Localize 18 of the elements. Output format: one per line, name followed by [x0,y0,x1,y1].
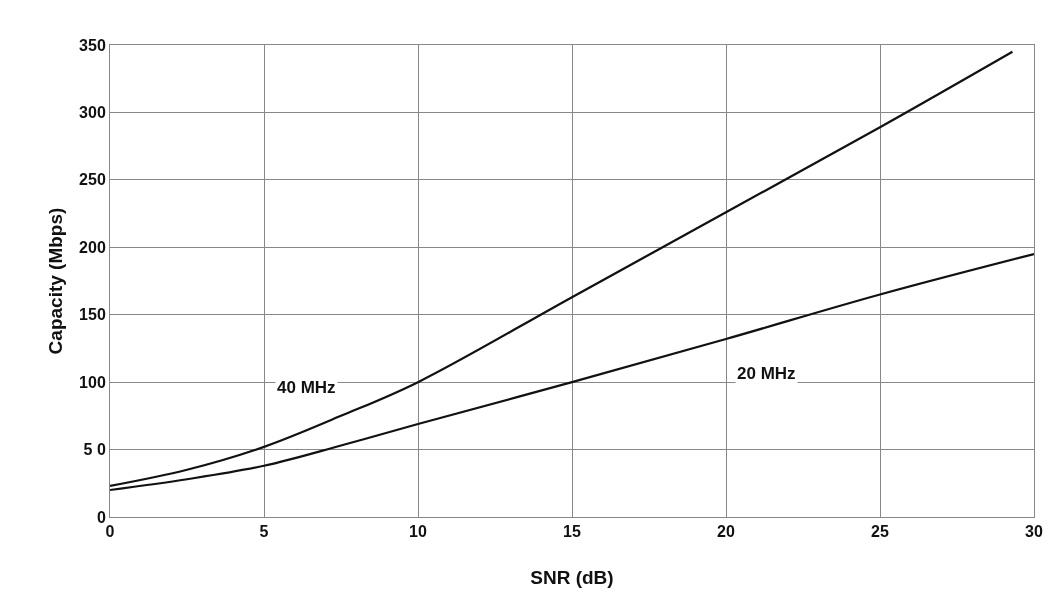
x-axis-title: SNR (dB) [530,567,614,588]
y-tick-label: 250 [79,171,106,189]
x-tick-label: 5 [259,523,269,541]
y-tick-label: 200 [79,238,106,256]
series-label: 40 MHz [277,378,336,397]
y-tick-label: 100 [79,373,106,391]
x-tick-label: 20 [717,523,735,541]
x-tick-label: 30 [1025,523,1043,541]
y-axis-title: Capacity (Mbps) [45,207,66,355]
series-label: 20 MHz [737,364,796,383]
y-tick-label: 350 [79,36,106,54]
y-tick-label: 5 0 [83,441,106,459]
y-tick-label: 300 [79,104,106,122]
y-tick-label: 0 [96,508,106,526]
x-tick-label: 15 [563,523,581,541]
y-tick-label: 150 [79,306,106,324]
x-tick-label: 25 [871,523,889,541]
x-tick-label: 10 [409,523,427,541]
